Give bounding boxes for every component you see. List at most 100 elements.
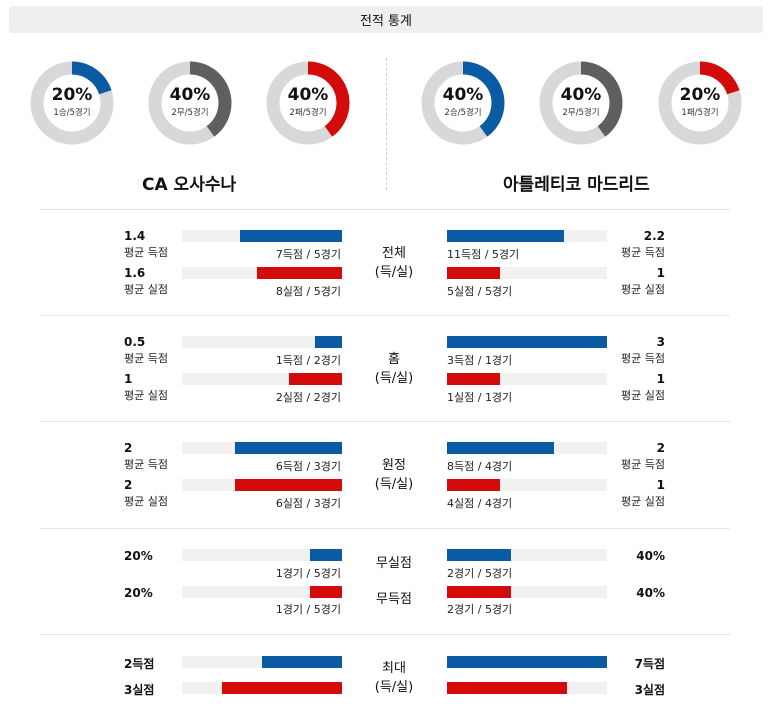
conceded-bar	[447, 682, 567, 694]
conceded-bar	[222, 682, 342, 694]
donut-percent: 20%	[679, 85, 721, 105]
donut-percent: 20%	[51, 85, 93, 105]
stat-value: 20%	[124, 549, 153, 563]
donut-arc	[421, 61, 505, 145]
divider	[40, 634, 730, 635]
team-name-left: CA 오사수나	[142, 175, 237, 195]
clean-sheet-bar	[310, 549, 342, 561]
section-title: 전적 통계	[360, 14, 412, 29]
donut-record: 2패/5경기	[289, 108, 327, 118]
section-title: 홈	[388, 352, 400, 367]
bar-track	[182, 336, 342, 348]
no-score-label: 무득점	[376, 592, 412, 607]
section-subtitle: (득/실)	[374, 265, 414, 280]
divider	[40, 209, 730, 210]
section-title: 원정	[382, 458, 406, 473]
no-score-bar	[447, 586, 511, 598]
scored-bar	[240, 230, 342, 242]
bar-track	[447, 442, 607, 454]
bar-track	[447, 373, 607, 385]
bar-caption: 7득점 / 5경기	[275, 248, 341, 261]
stat-label: 평균 실점	[621, 283, 665, 296]
donut-ring	[539, 61, 623, 145]
stat-label: 평균 실점	[621, 389, 665, 402]
donut-record: 2무/5경기	[562, 108, 600, 118]
donut-ring	[266, 61, 350, 145]
bar-track	[182, 549, 342, 561]
bar-track	[447, 479, 607, 491]
section-title: 최대	[382, 661, 406, 676]
bar-track	[182, 267, 342, 279]
clean-sheet-label: 무실점	[376, 556, 412, 571]
donut-right-draw: 40% 2무/5경기	[539, 61, 623, 145]
section-label: 최대 (득/실)	[364, 659, 424, 697]
stat-label: 평균 득점	[124, 352, 168, 365]
stat-value: 20%	[124, 586, 153, 600]
conceded-bar	[447, 267, 500, 279]
bar-track	[447, 267, 607, 279]
stat-value: 3	[656, 335, 665, 349]
bar-caption: 1실점 / 1경기	[447, 391, 513, 404]
conceded-bar	[257, 267, 342, 279]
scored-bar	[315, 336, 342, 348]
stat-label: 평균 득점	[124, 458, 168, 471]
stat-value: 1.4	[124, 229, 146, 243]
donut-record: 2승/5경기	[444, 108, 482, 118]
bar-caption: 11득점 / 5경기	[447, 248, 520, 261]
stat-label: 평균 득점	[621, 458, 665, 471]
clean-sheet-bar	[447, 549, 511, 561]
stat-value: 1	[656, 372, 665, 386]
stat-value: 1.6	[124, 266, 146, 280]
scored-bar	[447, 442, 554, 454]
divider	[40, 315, 730, 316]
stat-value: 1	[656, 478, 665, 492]
stat-value: 2	[124, 478, 133, 492]
section-label: 전체 (득/실)	[364, 244, 424, 282]
section-header: 전적 통계	[9, 6, 763, 33]
bar-track	[447, 682, 607, 694]
stat-value: 1	[124, 372, 133, 386]
bar-track	[182, 656, 342, 668]
stat-label: 평균 실점	[621, 495, 665, 508]
bar-caption: 4실점 / 4경기	[447, 497, 513, 510]
bar-track	[182, 682, 342, 694]
bar-track	[182, 479, 342, 491]
donut-arc	[658, 61, 742, 145]
section-subtitle: (득/실)	[374, 371, 414, 386]
bar-caption: 6득점 / 3경기	[275, 460, 341, 473]
donut-percent: 40%	[442, 85, 484, 105]
donut-percent: 40%	[287, 85, 329, 105]
bar-track	[182, 586, 342, 598]
scored-bar	[447, 336, 607, 348]
stat-value: 2득점	[124, 657, 155, 671]
bar-caption: 2실점 / 2경기	[275, 391, 341, 404]
bar-caption: 1득점 / 2경기	[275, 354, 341, 367]
stat-label: 평균 실점	[124, 389, 168, 402]
scored-bar	[235, 442, 342, 454]
stat-label: 평균 득점	[621, 246, 665, 259]
section-label: 원정 (득/실)	[364, 456, 424, 494]
scored-bar	[447, 656, 607, 668]
donut-record: 1승/5경기	[53, 108, 91, 118]
conceded-bar	[447, 479, 500, 491]
donut-left-win: 20% 1승/5경기	[30, 61, 114, 145]
bar-caption: 3득점 / 1경기	[447, 354, 513, 367]
donut-arc	[539, 61, 623, 145]
stat-value: 0.5	[124, 335, 146, 349]
stat-value: 1	[656, 266, 665, 280]
donut-ring	[148, 61, 232, 145]
section-subtitle: (득/실)	[374, 477, 414, 492]
conceded-bar	[235, 479, 342, 491]
stat-label: 평균 실점	[124, 283, 168, 296]
section-subtitle: (득/실)	[374, 680, 414, 695]
conceded-bar	[447, 373, 500, 385]
bar-caption: 5실점 / 5경기	[447, 285, 513, 298]
stat-value: 2	[124, 441, 133, 455]
stat-value: 7득점	[634, 657, 665, 671]
conceded-bar	[289, 373, 342, 385]
divider	[40, 528, 730, 529]
bar-track	[447, 656, 607, 668]
team-divider	[386, 58, 387, 190]
donut-record: 1패/5경기	[681, 108, 719, 118]
stat-value: 40%	[636, 586, 665, 600]
